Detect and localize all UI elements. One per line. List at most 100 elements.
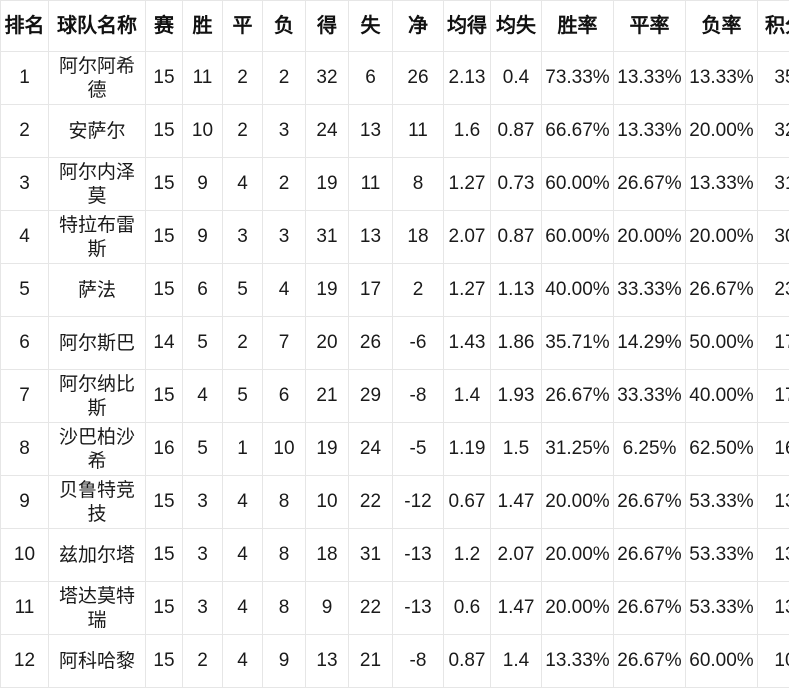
cell-win: 9 xyxy=(183,211,223,264)
cell-loss-pct: 13.33% xyxy=(686,158,758,211)
column-header-loss-pct: 负率 xyxy=(686,1,758,52)
column-header-win: 胜 xyxy=(183,1,223,52)
cell-draw-pct: 14.29% xyxy=(614,317,686,370)
cell-goals-for: 10 xyxy=(306,476,349,529)
cell-loss-pct: 40.00% xyxy=(686,370,758,423)
column-header-draw-pct: 平率 xyxy=(614,1,686,52)
cell-goals-for: 9 xyxy=(306,582,349,635)
cell-goal-diff: -8 xyxy=(393,370,444,423)
cell-win-pct: 35.71% xyxy=(542,317,614,370)
cell-avg-for: 1.2 xyxy=(444,529,491,582)
cell-avg-for: 1.4 xyxy=(444,370,491,423)
cell-win-pct: 20.00% xyxy=(542,582,614,635)
cell-draw: 4 xyxy=(223,158,263,211)
cell-avg-against: 1.47 xyxy=(491,476,542,529)
cell-avg-for: 2.07 xyxy=(444,211,491,264)
cell-rank: 2 xyxy=(1,105,49,158)
cell-points: 31 xyxy=(758,158,789,211)
cell-avg-for: 2.13 xyxy=(444,52,491,105)
cell-loss-pct: 62.50% xyxy=(686,423,758,476)
cell-avg-against: 0.4 xyxy=(491,52,542,105)
cell-win: 10 xyxy=(183,105,223,158)
cell-goals-for: 32 xyxy=(306,52,349,105)
cell-goals-against: 22 xyxy=(349,476,393,529)
cell-loss-pct: 26.67% xyxy=(686,264,758,317)
cell-goals-against: 26 xyxy=(349,317,393,370)
cell-goal-diff: -13 xyxy=(393,529,444,582)
cell-avg-against: 0.87 xyxy=(491,211,542,264)
cell-win-pct: 13.33% xyxy=(542,635,614,688)
cell-avg-for: 1.19 xyxy=(444,423,491,476)
cell-rank: 11 xyxy=(1,582,49,635)
cell-goals-against: 17 xyxy=(349,264,393,317)
cell-draw: 4 xyxy=(223,635,263,688)
cell-loss-pct: 53.33% xyxy=(686,582,758,635)
cell-avg-against: 1.86 xyxy=(491,317,542,370)
cell-draw: 2 xyxy=(223,52,263,105)
cell-points: 32 xyxy=(758,105,789,158)
cell-goals-for: 18 xyxy=(306,529,349,582)
cell-rank: 8 xyxy=(1,423,49,476)
cell-loss-pct: 13.33% xyxy=(686,52,758,105)
cell-team-name: 萨法 xyxy=(49,264,146,317)
cell-rank: 9 xyxy=(1,476,49,529)
column-header-team: 球队名称 xyxy=(49,1,146,52)
cell-team-name: 安萨尔 xyxy=(49,105,146,158)
cell-avg-for: 1.27 xyxy=(444,264,491,317)
cell-rank: 3 xyxy=(1,158,49,211)
cell-avg-against: 2.07 xyxy=(491,529,542,582)
cell-draw: 3 xyxy=(223,211,263,264)
cell-loss-pct: 60.00% xyxy=(686,635,758,688)
cell-points: 10 xyxy=(758,635,789,688)
column-header-win-pct: 胜率 xyxy=(542,1,614,52)
cell-avg-against: 1.4 xyxy=(491,635,542,688)
cell-loss: 9 xyxy=(263,635,306,688)
cell-draw-pct: 26.67% xyxy=(614,476,686,529)
cell-loss: 2 xyxy=(263,52,306,105)
column-header-loss: 负 xyxy=(263,1,306,52)
cell-points: 30 xyxy=(758,211,789,264)
cell-goals-for: 20 xyxy=(306,317,349,370)
cell-played: 15 xyxy=(146,158,183,211)
cell-avg-against: 1.5 xyxy=(491,423,542,476)
cell-loss-pct: 50.00% xyxy=(686,317,758,370)
column-header-avg-for: 均得 xyxy=(444,1,491,52)
cell-loss: 8 xyxy=(263,582,306,635)
cell-played: 15 xyxy=(146,529,183,582)
cell-played: 14 xyxy=(146,317,183,370)
cell-goals-against: 13 xyxy=(349,211,393,264)
cell-team-name: 塔达莫特瑞 xyxy=(49,582,146,635)
cell-played: 15 xyxy=(146,211,183,264)
cell-draw: 2 xyxy=(223,317,263,370)
cell-draw-pct: 26.67% xyxy=(614,158,686,211)
cell-points: 16 xyxy=(758,423,789,476)
cell-win: 3 xyxy=(183,476,223,529)
cell-goals-against: 22 xyxy=(349,582,393,635)
cell-goals-against: 11 xyxy=(349,158,393,211)
cell-draw: 4 xyxy=(223,582,263,635)
cell-goal-diff: 2 xyxy=(393,264,444,317)
cell-goals-for: 19 xyxy=(306,423,349,476)
cell-win-pct: 66.67% xyxy=(542,105,614,158)
cell-rank: 5 xyxy=(1,264,49,317)
cell-goal-diff: 18 xyxy=(393,211,444,264)
column-header-goals-for: 得 xyxy=(306,1,349,52)
column-header-draw: 平 xyxy=(223,1,263,52)
cell-win-pct: 20.00% xyxy=(542,529,614,582)
cell-played: 15 xyxy=(146,370,183,423)
cell-avg-against: 0.87 xyxy=(491,105,542,158)
cell-avg-for: 0.67 xyxy=(444,476,491,529)
